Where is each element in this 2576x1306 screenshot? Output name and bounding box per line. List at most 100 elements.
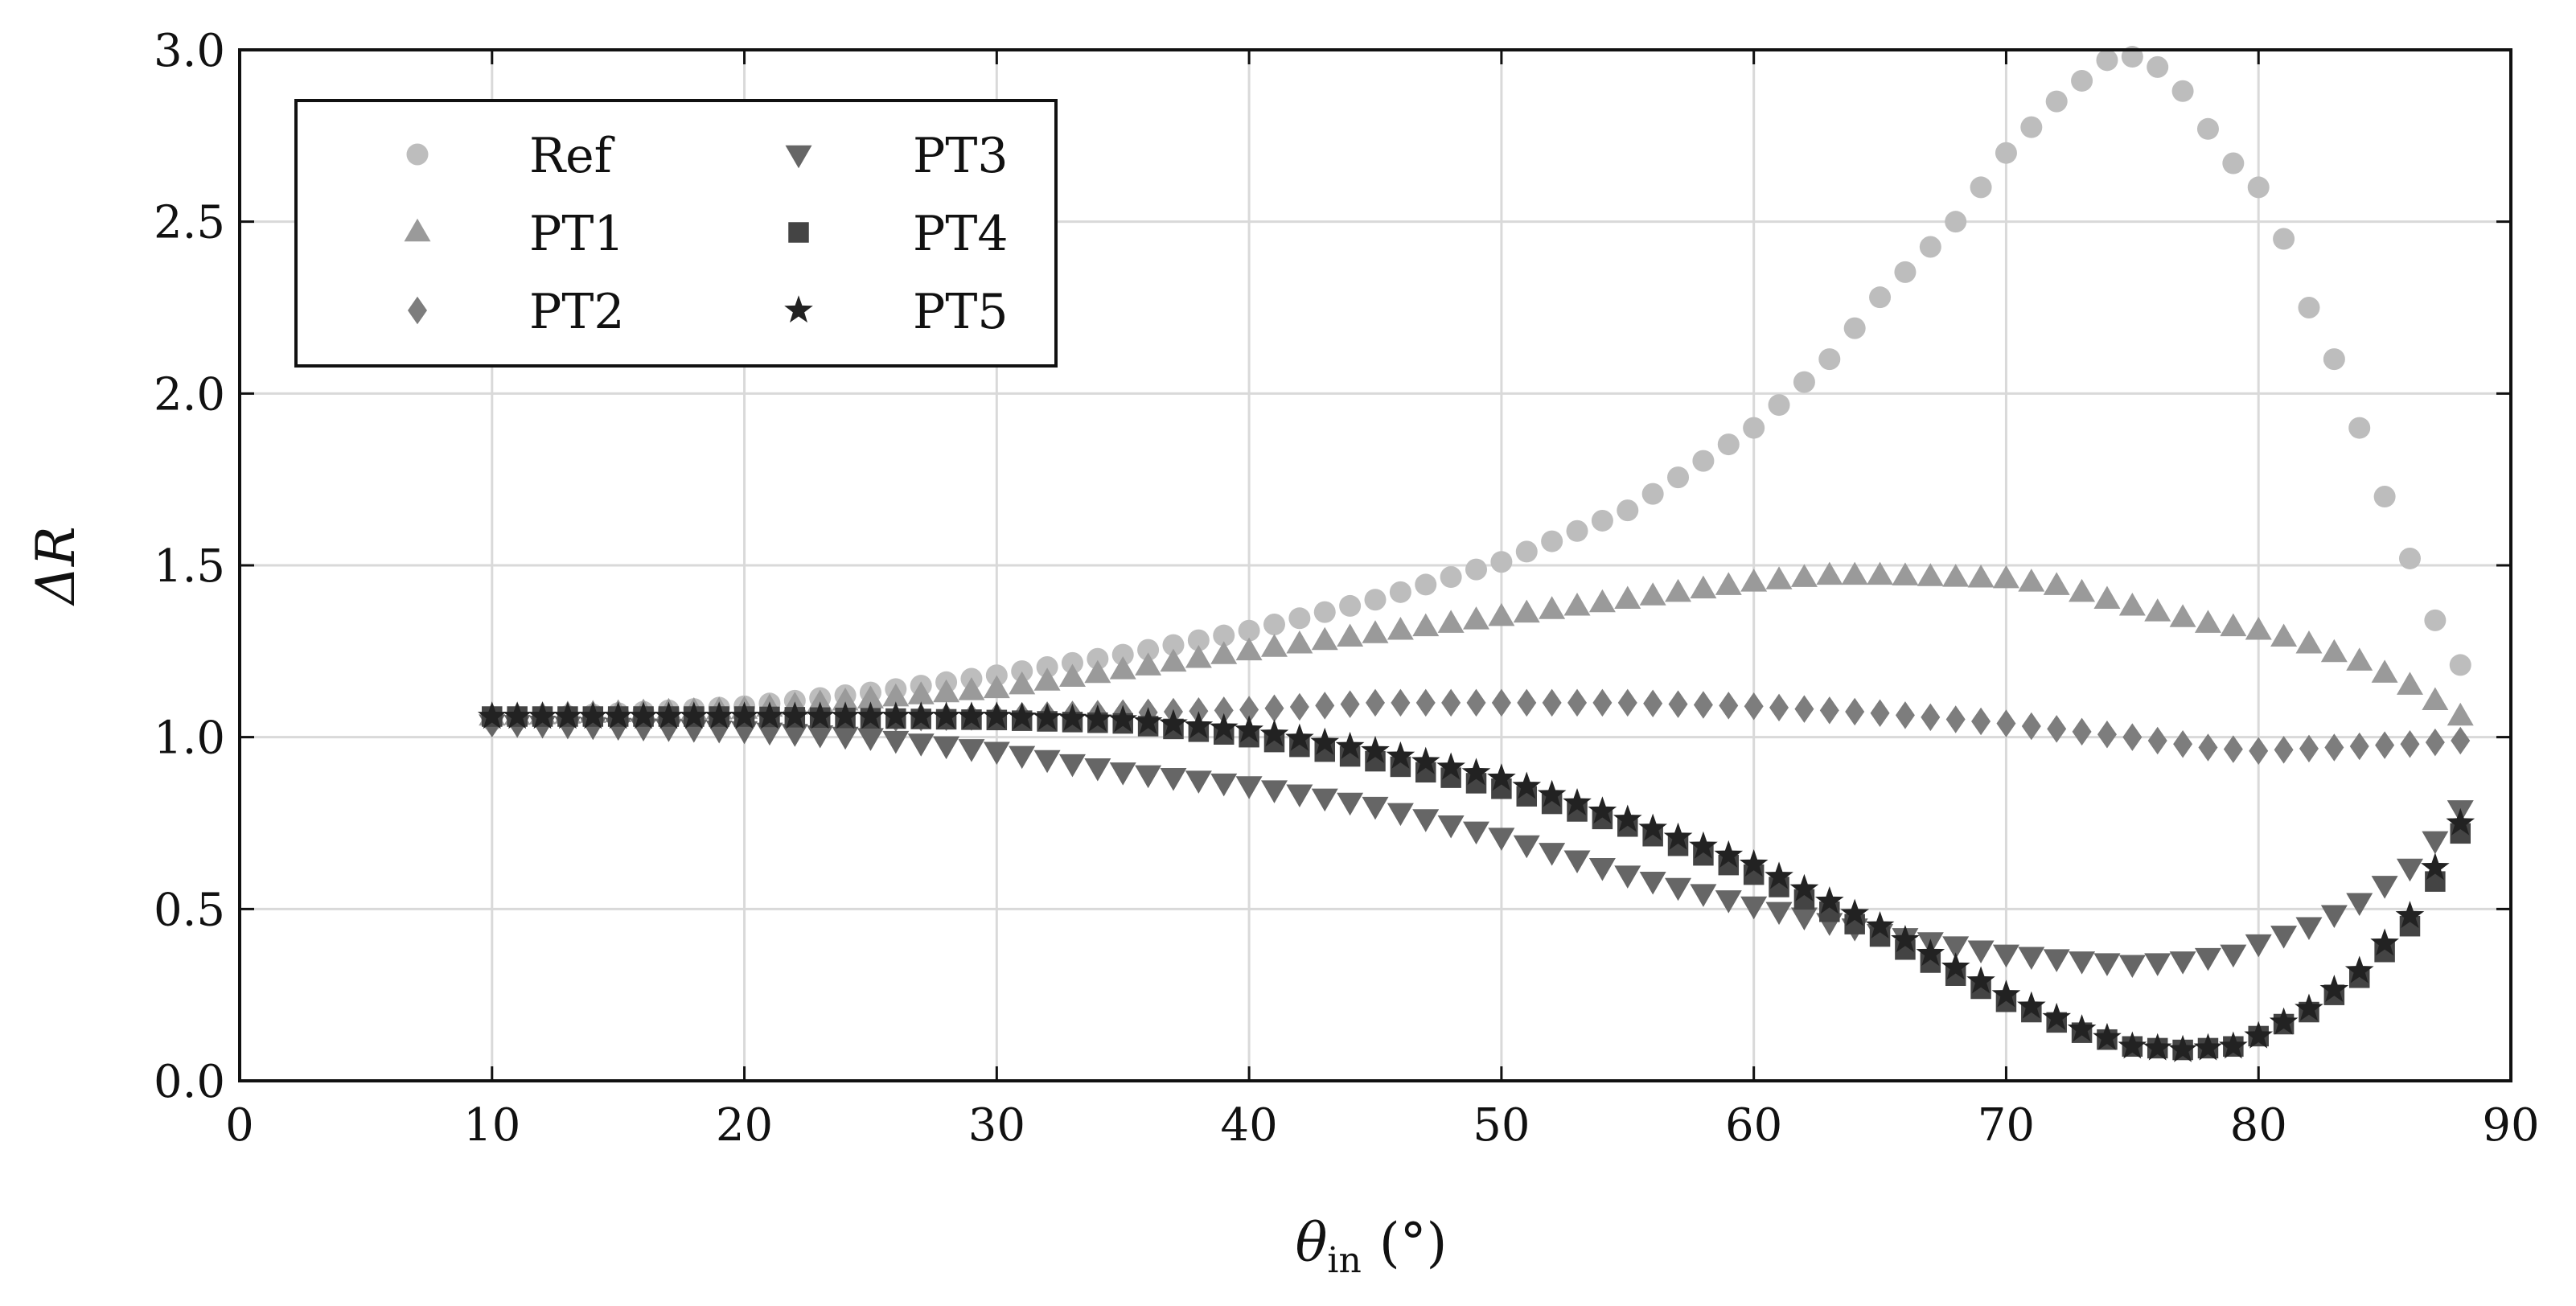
data-point <box>1591 509 1613 532</box>
data-point <box>1412 613 1440 637</box>
data-point <box>2270 926 2298 949</box>
data-point <box>2373 486 2396 508</box>
data-point <box>1870 699 1890 728</box>
data-point <box>2451 726 2471 755</box>
x-tick-label: 90 <box>2482 1099 2539 1152</box>
data-point <box>1515 540 1538 563</box>
data-point <box>1339 594 1362 617</box>
data-point <box>1641 483 1664 505</box>
data-point <box>2069 578 2096 602</box>
data-point <box>1690 884 1717 907</box>
data-point <box>2348 417 2371 439</box>
data-point <box>2422 831 2449 855</box>
data-point <box>1668 690 1688 718</box>
data-point <box>1135 652 1162 676</box>
data-point <box>2222 152 2245 175</box>
data-point <box>1539 596 1566 619</box>
data-point <box>2319 975 2349 1002</box>
data-point <box>2093 585 2121 609</box>
data-point <box>1715 890 1742 914</box>
data-point <box>2421 852 2450 881</box>
series-pt2 <box>482 688 2471 766</box>
data-point <box>805 701 835 729</box>
data-point <box>1971 707 1991 736</box>
data-point <box>933 679 960 703</box>
data-point <box>1643 689 1663 718</box>
data-point <box>1917 563 1944 586</box>
data-point <box>1740 569 1768 592</box>
data-point <box>1665 578 1692 602</box>
data-point <box>2298 297 2320 318</box>
data-point <box>1765 901 1793 926</box>
data-point <box>2069 951 2096 975</box>
data-point <box>1461 758 1491 786</box>
data-point <box>1415 573 1437 596</box>
data-point <box>1362 796 1389 820</box>
data-point <box>1517 688 1537 717</box>
data-point <box>1717 433 1740 456</box>
data-point <box>1617 499 1639 522</box>
data-point <box>1840 898 1870 926</box>
data-point <box>1235 776 1263 799</box>
data-point <box>2072 717 2092 746</box>
data-point <box>1465 558 1488 581</box>
legend-marker <box>404 218 431 242</box>
data-point <box>1614 865 1641 889</box>
data-point <box>2324 733 2344 762</box>
data-point <box>1162 634 1185 656</box>
data-point <box>1921 703 1941 732</box>
data-point <box>1588 589 1616 613</box>
data-point <box>1260 780 1288 803</box>
data-point <box>1263 614 1285 636</box>
data-point <box>2446 807 2475 836</box>
data-point <box>1033 667 1061 691</box>
x-tick-label: 30 <box>968 1099 1025 1152</box>
data-point <box>1133 707 1163 735</box>
data-point <box>1793 371 1815 393</box>
data-point <box>2323 348 2345 371</box>
data-point <box>756 722 783 746</box>
data-point <box>1238 619 1260 642</box>
data-point <box>1768 394 1790 417</box>
data-point <box>881 701 910 729</box>
data-point <box>1487 763 1516 791</box>
data-point <box>1613 804 1642 832</box>
data-point <box>2198 733 2218 762</box>
data-point <box>1991 980 2021 1008</box>
data-point <box>780 701 810 729</box>
x-tick-label: 70 <box>1978 1099 2035 1152</box>
data-point <box>2144 598 2171 622</box>
data-point <box>832 687 859 711</box>
data-point <box>856 701 885 729</box>
data-point <box>1967 564 1995 588</box>
data-point <box>2220 944 2247 968</box>
data-point <box>2169 951 2196 975</box>
data-point <box>857 728 884 751</box>
data-point <box>2194 947 2221 971</box>
data-point <box>1865 910 1895 938</box>
data-point <box>1239 696 1259 724</box>
data-point <box>2043 572 2070 595</box>
data-point <box>1588 796 1617 824</box>
data-point <box>2269 1007 2299 1035</box>
data-point <box>1490 551 1513 573</box>
series-pt5 <box>477 701 2475 1062</box>
data-point <box>933 736 960 760</box>
data-point <box>2018 947 2045 970</box>
data-point <box>1340 690 1360 718</box>
data-point <box>1789 873 1819 901</box>
data-point <box>2400 729 2420 758</box>
data-point <box>578 701 608 729</box>
data-point <box>2196 117 2219 140</box>
y-axis-title: ΔR <box>25 526 87 606</box>
data-point <box>1588 857 1616 881</box>
data-point <box>1285 723 1314 751</box>
data-point <box>2299 734 2319 763</box>
data-point <box>907 733 935 757</box>
data-point <box>503 701 532 729</box>
x-tick-label: 60 <box>1725 1099 1782 1152</box>
data-point <box>2097 720 2117 749</box>
data-point <box>2118 955 2146 978</box>
data-point <box>729 701 759 729</box>
legend-marker <box>408 296 427 325</box>
